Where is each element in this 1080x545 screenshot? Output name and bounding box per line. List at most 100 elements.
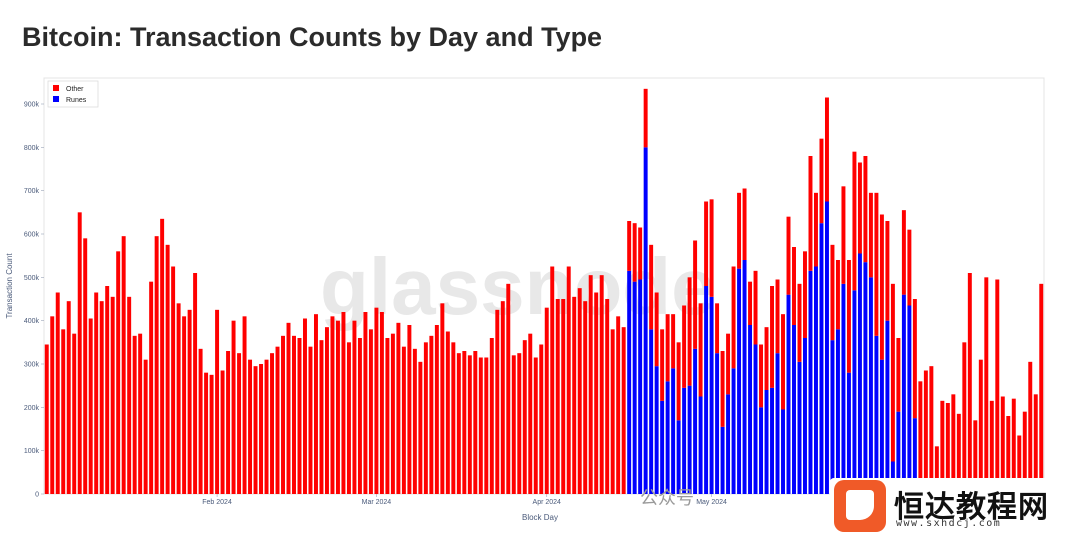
bar-runes[interactable]: [671, 368, 676, 494]
bar-other[interactable]: [588, 275, 593, 494]
bar-other[interactable]: [857, 162, 862, 254]
legend-label-other[interactable]: Other: [66, 86, 84, 93]
bar-other[interactable]: [418, 361, 423, 494]
bar-other[interactable]: [445, 331, 450, 495]
bar-other[interactable]: [973, 420, 978, 494]
bar-runes[interactable]: [808, 270, 813, 494]
bar-other[interactable]: [940, 400, 945, 494]
bar-other[interactable]: [462, 351, 467, 494]
bar-other[interactable]: [830, 244, 835, 341]
bar-runes[interactable]: [835, 329, 840, 494]
bar-other[interactable]: [253, 366, 258, 494]
bar-runes[interactable]: [753, 344, 758, 495]
bar-runes[interactable]: [698, 396, 703, 495]
bar-runes[interactable]: [649, 329, 654, 494]
bar-other[interactable]: [792, 247, 796, 325]
bar-runes[interactable]: [797, 361, 802, 494]
bar-runes[interactable]: [824, 201, 829, 495]
bar-other[interactable]: [517, 353, 522, 494]
bar-runes[interactable]: [901, 294, 906, 494]
bar-other[interactable]: [154, 236, 159, 494]
bar-other[interactable]: [660, 329, 665, 401]
bar-other[interactable]: [742, 188, 747, 261]
bar-other[interactable]: [165, 244, 170, 494]
bar-other[interactable]: [599, 275, 604, 494]
bar-other[interactable]: [638, 227, 643, 280]
bar-other[interactable]: [731, 266, 736, 369]
bar-other[interactable]: [297, 338, 302, 494]
bar-other[interactable]: [451, 342, 456, 494]
bar-runes[interactable]: [852, 290, 857, 494]
bar-runes[interactable]: [885, 320, 890, 494]
bar-other[interactable]: [1033, 394, 1038, 494]
bar-other[interactable]: [528, 333, 533, 494]
bar-other[interactable]: [775, 279, 780, 354]
bar-other[interactable]: [511, 355, 516, 494]
bar-other[interactable]: [1017, 435, 1022, 495]
bar-other[interactable]: [270, 353, 274, 494]
bar-other[interactable]: [912, 299, 917, 419]
bar-other[interactable]: [923, 370, 928, 495]
bar-other[interactable]: [824, 97, 829, 202]
bar-runes[interactable]: [704, 286, 709, 494]
bar-other[interactable]: [956, 413, 961, 494]
bar-other[interactable]: [759, 344, 764, 408]
bar-other[interactable]: [374, 307, 379, 494]
bar-other[interactable]: [324, 327, 329, 494]
bar-other[interactable]: [308, 346, 313, 494]
bar-other[interactable]: [764, 327, 769, 390]
bar-other[interactable]: [934, 446, 939, 494]
bar-other[interactable]: [204, 372, 209, 494]
bar-other[interactable]: [259, 364, 264, 494]
bar-other[interactable]: [341, 312, 346, 494]
bar-other[interactable]: [412, 348, 417, 494]
bar-other[interactable]: [226, 351, 231, 494]
bar-other[interactable]: [50, 316, 55, 494]
bar-other[interactable]: [335, 320, 340, 494]
bar-other[interactable]: [72, 333, 77, 494]
bar-other[interactable]: [561, 299, 566, 494]
bar-other[interactable]: [687, 277, 692, 386]
bar-other[interactable]: [852, 151, 857, 291]
bar-other[interactable]: [885, 221, 890, 321]
bar-other[interactable]: [704, 201, 709, 287]
bar-other[interactable]: [352, 320, 357, 494]
bar-other[interactable]: [907, 229, 912, 306]
bar-other[interactable]: [275, 346, 280, 494]
bar-other[interactable]: [1006, 416, 1011, 494]
bar-other[interactable]: [330, 316, 335, 494]
bar-runes[interactable]: [814, 266, 818, 495]
bar-runes[interactable]: [638, 279, 643, 495]
bar-other[interactable]: [533, 357, 538, 495]
bar-other[interactable]: [495, 309, 500, 494]
bar-other[interactable]: [1011, 398, 1016, 494]
bar-other[interactable]: [989, 400, 994, 494]
bar-runes[interactable]: [676, 420, 681, 494]
bar-other[interactable]: [160, 218, 165, 495]
bar-runes[interactable]: [632, 281, 637, 494]
bar-other[interactable]: [868, 192, 873, 278]
bar-other[interactable]: [237, 353, 242, 494]
bar-other[interactable]: [929, 366, 934, 494]
bar-other[interactable]: [138, 333, 143, 494]
bar-other[interactable]: [127, 296, 132, 494]
bar-other[interactable]: [478, 357, 483, 495]
bar-other[interactable]: [385, 338, 390, 494]
bar-other[interactable]: [88, 318, 93, 495]
bar-runes[interactable]: [748, 325, 753, 494]
legend-swatch-runes[interactable]: [53, 96, 59, 102]
bar-other[interactable]: [456, 353, 461, 494]
bar-other[interactable]: [671, 314, 676, 369]
bar-other[interactable]: [1000, 396, 1005, 495]
bar-other[interactable]: [368, 329, 373, 494]
bar-other[interactable]: [363, 312, 368, 494]
bar-runes[interactable]: [792, 325, 796, 494]
bar-other[interactable]: [605, 299, 610, 494]
bar-other[interactable]: [918, 381, 923, 494]
bar-other[interactable]: [984, 277, 989, 494]
bar-other[interactable]: [193, 273, 198, 494]
bar-runes[interactable]: [819, 223, 824, 494]
bar-other[interactable]: [171, 266, 176, 495]
bar-other[interactable]: [319, 340, 324, 494]
bar-runes[interactable]: [803, 338, 807, 494]
